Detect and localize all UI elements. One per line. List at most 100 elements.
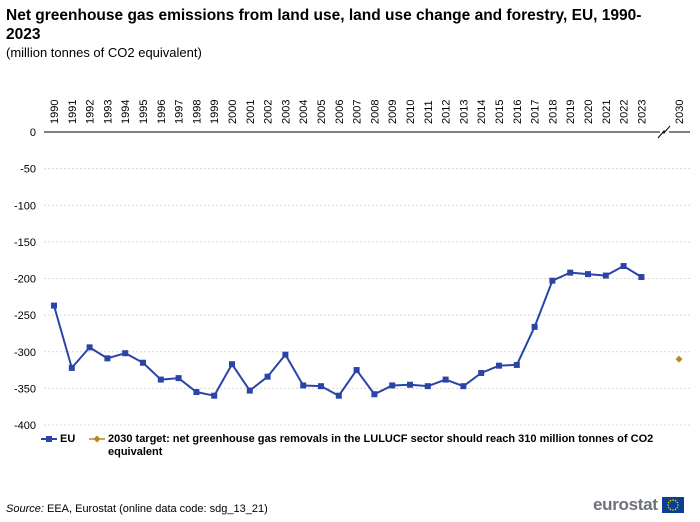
x-axis xyxy=(44,125,690,139)
x-tick-label: 2022 xyxy=(619,100,631,124)
x-tick-label: 2010 xyxy=(405,100,417,124)
x-tick-label: 1990 xyxy=(49,100,61,124)
x-tick-label: 1992 xyxy=(85,100,97,124)
y-axis-tick-labels: 0 -50 -100 -150 -200 -250 -300 -350 -400 xyxy=(14,127,36,432)
data-point-eu-2010[interactable] xyxy=(407,381,413,388)
source-note: Source: EEA, Eurostat (online data code:… xyxy=(6,503,268,516)
data-point-eu-1990[interactable] xyxy=(51,302,57,309)
x-tick-label: 2003 xyxy=(280,100,292,124)
gridlines xyxy=(44,168,690,426)
x-axis-tick-labels: 1990 1991 1992 1993 1994 1995 1996 1997 1998 1999… xyxy=(49,100,686,124)
x-tick-label: 2021 xyxy=(601,100,613,124)
y-tick-label: -400 xyxy=(14,420,36,432)
series-line-eu xyxy=(53,265,642,397)
chart-title: Net greenhouse gas emissions from land u… xyxy=(6,7,642,43)
series-layer xyxy=(51,263,683,399)
y-tick-label: -300 xyxy=(14,347,36,359)
y-tick-label: -100 xyxy=(14,200,36,212)
x-tick-label: 1999 xyxy=(209,100,221,124)
y-tick-label: -50 xyxy=(20,164,36,176)
data-point-eu-2014[interactable] xyxy=(478,369,485,376)
y-tick-label: -350 xyxy=(14,383,36,395)
eurostat-logo[interactable]: eurostat xyxy=(593,495,684,515)
x-tick-label: 2002 xyxy=(263,100,275,124)
x-tick-label: 1991 xyxy=(67,100,79,124)
data-point-eu-1999[interactable] xyxy=(211,392,218,399)
x-tick-label: 2013 xyxy=(458,100,470,124)
x-tick-label: 2006 xyxy=(334,100,346,124)
data-point-eu-2019[interactable] xyxy=(567,269,574,276)
x-tick-label: 1993 xyxy=(102,100,114,124)
x-tick-label: 2008 xyxy=(369,100,381,124)
x-tick-label: 2001 xyxy=(245,100,257,124)
x-tick-label: 2023 xyxy=(636,100,648,124)
data-point-eu-1993[interactable] xyxy=(104,355,111,362)
x-tick-label: 2011 xyxy=(423,100,435,124)
x-tick-label: 2015 xyxy=(494,100,506,124)
data-point-eu-1997[interactable] xyxy=(175,375,182,382)
legend-swatch-target xyxy=(89,435,105,443)
data-point-eu-2018[interactable] xyxy=(549,277,556,284)
x-tick-label: 2014 xyxy=(476,100,488,124)
data-point-eu-2017[interactable] xyxy=(531,323,538,330)
legend-item-eu[interactable]: EU xyxy=(40,433,75,446)
y-tick-label: 0 xyxy=(30,127,36,139)
data-point-eu-2021[interactable] xyxy=(602,272,609,279)
x-tick-label: 2017 xyxy=(530,100,542,124)
legend-swatch-eu xyxy=(41,436,57,442)
x-tick-label: 1998 xyxy=(191,100,203,124)
data-point-eu-1991[interactable] xyxy=(68,364,75,371)
data-point-eu-2000[interactable] xyxy=(229,361,235,368)
x-tick-label: 1994 xyxy=(120,100,132,124)
x-tick-label: 2012 xyxy=(441,100,453,124)
data-point-eu-2004[interactable] xyxy=(300,382,307,389)
data-point-eu-1996[interactable] xyxy=(157,376,164,383)
data-point-eu-2011[interactable] xyxy=(424,383,431,390)
data-point-target-2030[interactable] xyxy=(675,355,683,363)
x-tick-label: 2018 xyxy=(547,100,559,124)
x-tick-label: 1995 xyxy=(138,100,150,124)
x-tick-label: 2004 xyxy=(298,100,310,124)
source-text: EEA, Eurostat (online data code: sdg_13_… xyxy=(46,503,268,515)
data-point-eu-2007[interactable] xyxy=(353,367,360,374)
x-tick-label: 2020 xyxy=(583,100,595,124)
data-point-eu-2003[interactable] xyxy=(282,351,289,358)
data-point-eu-1992[interactable] xyxy=(86,344,93,351)
x-tick-label: 1996 xyxy=(156,100,168,124)
data-point-eu-1995[interactable] xyxy=(140,359,146,366)
y-tick-label: -200 xyxy=(14,274,36,286)
data-point-eu-2002[interactable] xyxy=(264,373,271,380)
x-tick-label: 2009 xyxy=(387,100,399,124)
x-tick-label: 2030 xyxy=(674,100,686,124)
data-point-eu-2022[interactable] xyxy=(620,263,627,270)
y-tick-label: -150 xyxy=(14,237,36,249)
eu-flag-icon xyxy=(661,497,684,513)
x-tick-label: 2016 xyxy=(512,100,524,124)
x-tick-label: 2007 xyxy=(352,100,364,124)
data-point-eu-2006[interactable] xyxy=(335,392,342,399)
data-point-eu-1998[interactable] xyxy=(193,389,200,396)
x-tick-label: 1997 xyxy=(174,100,186,124)
y-tick-label: -250 xyxy=(14,310,36,322)
data-point-eu-2020[interactable] xyxy=(585,271,591,278)
x-tick-label: 2019 xyxy=(565,100,577,124)
data-point-eu-2008[interactable] xyxy=(371,391,378,398)
data-point-eu-2023[interactable] xyxy=(638,274,645,281)
data-point-eu-2005[interactable] xyxy=(318,383,324,390)
data-point-eu-2013[interactable] xyxy=(460,383,467,390)
legend-item-2030-target[interactable]: 2030 target: net greenhouse gas removals… xyxy=(88,433,678,459)
axis-break-marker xyxy=(657,125,671,139)
data-point-eu-2001[interactable] xyxy=(246,387,253,394)
x-tick-label: 2000 xyxy=(227,100,239,124)
data-point-eu-2015[interactable] xyxy=(496,362,502,369)
legend-label-eu: EU xyxy=(60,433,76,445)
legend-label-2030-target: 2030 target: net greenhouse gas removals… xyxy=(108,433,654,458)
eurostat-wordmark: eurostat xyxy=(593,495,658,514)
data-point-eu-1994[interactable] xyxy=(122,350,129,357)
data-point-eu-2012[interactable] xyxy=(442,376,449,383)
source-label: Source: xyxy=(6,503,44,515)
chart-subtitle: (million tonnes of CO2 equivalent) xyxy=(6,45,202,60)
data-point-eu-2016[interactable] xyxy=(513,361,520,368)
data-point-eu-2009[interactable] xyxy=(389,382,396,389)
